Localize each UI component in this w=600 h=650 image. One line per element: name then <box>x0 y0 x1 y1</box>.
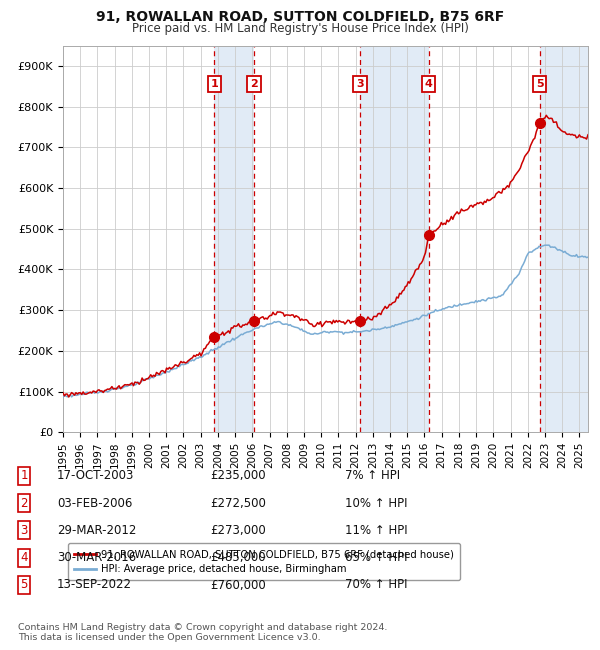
Text: 65% ↑ HPI: 65% ↑ HPI <box>345 551 407 564</box>
Bar <box>214 46 254 432</box>
Text: 11% ↑ HPI: 11% ↑ HPI <box>345 524 407 537</box>
Text: 4: 4 <box>20 551 28 564</box>
Text: 91, ROWALLAN ROAD, SUTTON COLDFIELD, B75 6RF: 91, ROWALLAN ROAD, SUTTON COLDFIELD, B75… <box>96 10 504 25</box>
Text: 5: 5 <box>536 79 544 89</box>
Text: 1: 1 <box>20 469 28 482</box>
Text: 29-MAR-2012: 29-MAR-2012 <box>57 524 136 537</box>
Text: 3: 3 <box>356 79 364 89</box>
Text: £235,000: £235,000 <box>210 469 266 482</box>
Text: 1: 1 <box>211 79 218 89</box>
Text: 70% ↑ HPI: 70% ↑ HPI <box>345 578 407 592</box>
Legend: 91, ROWALLAN ROAD, SUTTON COLDFIELD, B75 6RF (detached house), HPI: Average pric: 91, ROWALLAN ROAD, SUTTON COLDFIELD, B75… <box>68 543 460 580</box>
Text: £272,500: £272,500 <box>210 497 266 510</box>
Text: 17-OCT-2003: 17-OCT-2003 <box>57 469 134 482</box>
Text: 13-SEP-2022: 13-SEP-2022 <box>57 578 132 592</box>
Text: 2: 2 <box>250 79 258 89</box>
Bar <box>540 46 588 432</box>
Text: 4: 4 <box>425 79 433 89</box>
Text: 30-MAR-2016: 30-MAR-2016 <box>57 551 136 564</box>
Text: £760,000: £760,000 <box>210 578 266 592</box>
Text: Contains HM Land Registry data © Crown copyright and database right 2024.: Contains HM Land Registry data © Crown c… <box>18 623 388 632</box>
Text: Price paid vs. HM Land Registry's House Price Index (HPI): Price paid vs. HM Land Registry's House … <box>131 22 469 35</box>
Text: 5: 5 <box>20 578 28 592</box>
Bar <box>360 46 429 432</box>
Text: 2: 2 <box>20 497 28 510</box>
Text: 10% ↑ HPI: 10% ↑ HPI <box>345 497 407 510</box>
Text: This data is licensed under the Open Government Licence v3.0.: This data is licensed under the Open Gov… <box>18 633 320 642</box>
Text: £485,000: £485,000 <box>210 551 266 564</box>
Text: 3: 3 <box>20 524 28 537</box>
Text: £273,000: £273,000 <box>210 524 266 537</box>
Text: 03-FEB-2006: 03-FEB-2006 <box>57 497 133 510</box>
Text: 7% ↑ HPI: 7% ↑ HPI <box>345 469 400 482</box>
